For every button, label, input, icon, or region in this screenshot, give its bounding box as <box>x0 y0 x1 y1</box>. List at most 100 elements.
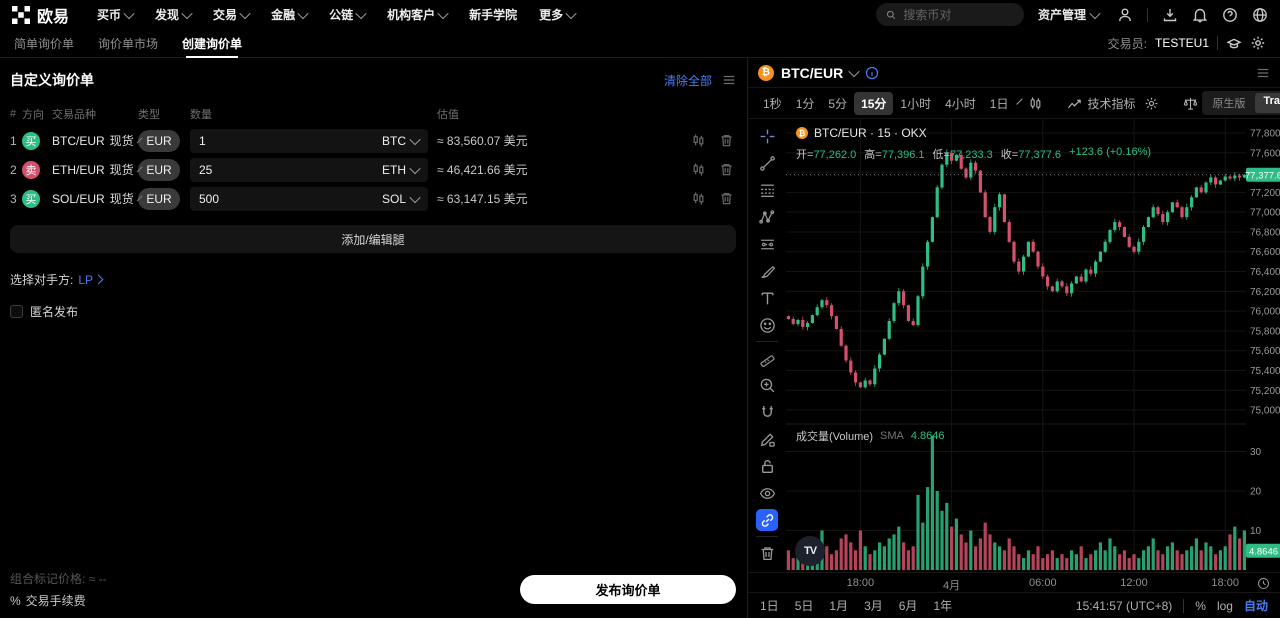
range-5d[interactable]: 5日 <box>794 599 814 613</box>
download-app-icon[interactable] <box>1162 7 1178 23</box>
zoom-in-tool-icon[interactable] <box>756 374 778 396</box>
okx-logo[interactable]: 欧易 <box>12 3 69 27</box>
drawing-mode-lock-icon[interactable] <box>756 428 778 450</box>
measure-ruler-tool-icon[interactable] <box>756 347 778 369</box>
search-box[interactable] <box>875 3 1024 26</box>
panel-menu-icon[interactable] <box>722 73 736 87</box>
quantity-input[interactable] <box>199 191 382 206</box>
nav-item-trade[interactable]: 交易 <box>203 6 259 23</box>
nav-item-buy-crypto[interactable]: 买币 <box>87 6 143 23</box>
range-6mo[interactable]: 6月 <box>898 599 918 613</box>
fib-retracement-tool-icon[interactable] <box>756 179 778 201</box>
range-1d[interactable]: 1日 <box>760 599 779 613</box>
version-native[interactable]: 原生版 <box>1212 98 1246 110</box>
notifications-bell-icon[interactable] <box>1192 7 1208 23</box>
percent-scale-toggle[interactable]: % <box>1195 598 1206 613</box>
view-chart-icon[interactable] <box>691 162 706 177</box>
indicators-button[interactable]: 技术指标 <box>1063 95 1139 112</box>
nav-item-finance[interactable]: 金融 <box>261 6 317 23</box>
chevron-right-icon <box>93 274 104 285</box>
nav-item-discover[interactable]: 发现 <box>145 6 201 23</box>
interval-1s[interactable]: 1秒 <box>763 96 782 111</box>
log-scale-toggle[interactable]: log <box>1216 598 1233 613</box>
hide-drawings-eye-icon[interactable] <box>756 482 778 504</box>
add-edit-legs-button[interactable]: 添加/编辑腿 <box>10 225 736 253</box>
settings-gear-icon[interactable] <box>1250 35 1266 51</box>
range-1y[interactable]: 1年 <box>933 599 953 613</box>
pair-selector[interactable]: BTC/EUR 现货 <box>52 132 143 149</box>
chart-plot[interactable]: 77,800.077,600.077,400.077,200.077,000.0… <box>786 119 1280 572</box>
range-1mo[interactable]: 1月 <box>829 599 849 613</box>
currency-pill[interactable]: EUR <box>138 158 180 181</box>
long-position-tool-icon[interactable] <box>756 233 778 255</box>
xabcd-pattern-tool-icon[interactable] <box>756 206 778 228</box>
view-chart-icon[interactable] <box>691 133 706 148</box>
currency-pill[interactable]: EUR <box>138 129 180 152</box>
asset-management-menu[interactable]: 资产管理 <box>1026 6 1111 23</box>
info-icon[interactable] <box>865 66 879 80</box>
chart-settings-gear-icon[interactable] <box>1140 96 1163 111</box>
trend-line-tool-icon[interactable] <box>756 152 778 174</box>
brush-tool-icon[interactable] <box>756 260 778 282</box>
timezone-clock-icon[interactable] <box>1257 577 1270 590</box>
clear-all-link[interactable]: 清除全部 <box>663 73 712 88</box>
interval-15m[interactable]: 15分 <box>854 91 894 115</box>
auto-scale-toggle[interactable]: 自动 <box>1243 599 1268 613</box>
sync-drawings-link-icon[interactable] <box>756 509 778 531</box>
search-input[interactable] <box>903 7 1014 22</box>
time-axis[interactable]: 18:00 4月 06:00 12:00 18:00 <box>748 572 1280 592</box>
anonymous-checkbox[interactable] <box>10 305 23 318</box>
nav-item-institutions[interactable]: 机构客户 <box>377 6 457 23</box>
chevron-down-icon <box>409 133 421 145</box>
leg-index: 3 <box>10 191 17 206</box>
candle-style-icon[interactable] <box>1024 96 1047 111</box>
chart-clock[interactable]: 15:41:57 (UTC+8) <box>1075 598 1173 613</box>
interval-4h[interactable]: 4小时 <box>945 96 976 111</box>
delete-leg-icon[interactable] <box>719 191 734 206</box>
version-tradingview[interactable]: TradingView <box>1254 93 1280 113</box>
quantity-input[interactable] <box>199 162 382 177</box>
chart-menu-icon[interactable] <box>1256 66 1270 80</box>
crosshair-tool-icon[interactable] <box>756 125 778 147</box>
publish-rfq-button[interactable]: 发布询价单 <box>520 575 736 604</box>
text-tool-icon[interactable] <box>756 287 778 309</box>
chevron-down-icon[interactable] <box>1016 98 1024 105</box>
pair-selector[interactable]: SOL/EUR 现货 <box>52 190 143 207</box>
chevron-down-icon[interactable] <box>848 65 860 77</box>
interval-1m[interactable]: 1分 <box>795 96 815 111</box>
account-icon[interactable] <box>1117 7 1133 23</box>
interval-5m[interactable]: 5分 <box>828 96 848 111</box>
nav-item-academy[interactable]: 新手学院 <box>469 8 518 22</box>
quantity-input[interactable] <box>199 133 382 148</box>
asset-select[interactable]: ETH <box>382 162 421 177</box>
fee-label[interactable]: 交易手续费 <box>25 594 86 608</box>
btc-coin-icon: ₿ <box>758 64 774 81</box>
interval-1d[interactable]: 1日 <box>989 96 1009 111</box>
magnet-tool-icon[interactable] <box>756 401 778 423</box>
chart-bottom-bar: 1日 5日 1月 3月 6月 1年 15:41:57 (UTC+8) % log… <box>748 592 1280 618</box>
support-icon[interactable] <box>1226 35 1242 51</box>
nav-item-more[interactable]: 更多 <box>529 6 585 23</box>
interval-1h[interactable]: 1小时 <box>900 96 932 111</box>
tab-create-rfq[interactable]: 创建询价单 <box>182 29 242 58</box>
compare-icon[interactable] <box>1179 96 1202 111</box>
remove-drawings-trash-icon[interactable] <box>756 542 778 564</box>
view-chart-icon[interactable] <box>691 191 706 206</box>
currency-pill[interactable]: EUR <box>138 187 180 210</box>
pair-selector[interactable]: ETH/EUR 现货 <box>52 161 143 178</box>
counterparty-select[interactable]: LP <box>78 273 104 287</box>
svg-text:76,400.0: 76,400.0 <box>1250 267 1280 278</box>
nav-item-chain[interactable]: 公链 <box>319 6 375 23</box>
tab-simple-rfq[interactable]: 简单询价单 <box>14 36 75 51</box>
top-nav: 欧易 买币 发现 交易 金融 公链 机构客户 新手学院 更多 资产管理 <box>0 0 1280 29</box>
asset-select[interactable]: SOL <box>382 191 421 206</box>
asset-select[interactable]: BTC <box>382 133 421 148</box>
delete-leg-icon[interactable] <box>719 162 734 177</box>
delete-leg-icon[interactable] <box>719 133 734 148</box>
language-globe-icon[interactable] <box>1252 7 1268 23</box>
range-3mo[interactable]: 3月 <box>864 599 883 613</box>
tab-rfq-market[interactable]: 询价单市场 <box>98 36 159 51</box>
emoji-tool-icon[interactable] <box>756 314 778 336</box>
lock-tool-icon[interactable] <box>756 455 778 477</box>
help-icon[interactable] <box>1222 7 1238 23</box>
